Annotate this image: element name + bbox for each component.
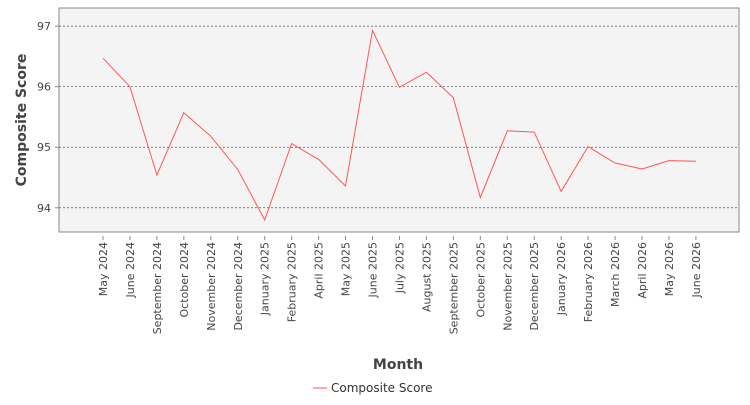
x-tick-label: September 2024 [151, 242, 164, 334]
x-tick-label: April 2025 [313, 242, 326, 299]
y-tick-label: 94 [37, 202, 51, 215]
x-tick-label: November 2025 [501, 242, 514, 331]
x-tick-label: September 2025 [447, 242, 460, 334]
x-tick-label: January 2026 [555, 242, 568, 316]
x-tick-label: February 2026 [582, 242, 595, 322]
x-tick-label: February 2025 [286, 242, 299, 322]
x-tick-label: July 2025 [393, 242, 406, 294]
x-tick-label: November 2024 [205, 242, 218, 331]
legend: Composite Score [313, 381, 432, 395]
x-tick-label: June 2026 [690, 242, 703, 298]
x-tick-label: May 2024 [97, 242, 110, 296]
x-tick-label: December 2025 [528, 242, 541, 331]
x-tick-label: January 2025 [259, 242, 272, 316]
x-tick-label: April 2026 [636, 242, 649, 299]
x-tick-label: October 2025 [474, 242, 487, 318]
x-tick-label: October 2024 [178, 242, 191, 318]
x-tick-label: March 2026 [609, 242, 622, 307]
legend-label: Composite Score [331, 381, 432, 395]
x-tick-label: December 2024 [232, 242, 245, 331]
x-tick-label: June 2025 [367, 242, 380, 298]
plot-background [58, 7, 740, 233]
y-tick-label: 96 [37, 81, 51, 94]
y-axis-title: Composite Score [14, 54, 30, 187]
series-line-composite-score [102, 28, 696, 222]
y-tick-label: 97 [37, 20, 51, 33]
x-tick-label: August 2025 [420, 242, 433, 312]
y-tick-label: 95 [37, 141, 51, 154]
x-tick-label: June 2024 [124, 242, 137, 298]
x-tick-label: May 2025 [340, 242, 353, 296]
x-axis-title: Month [373, 357, 423, 373]
x-tick-label: May 2026 [663, 242, 676, 296]
